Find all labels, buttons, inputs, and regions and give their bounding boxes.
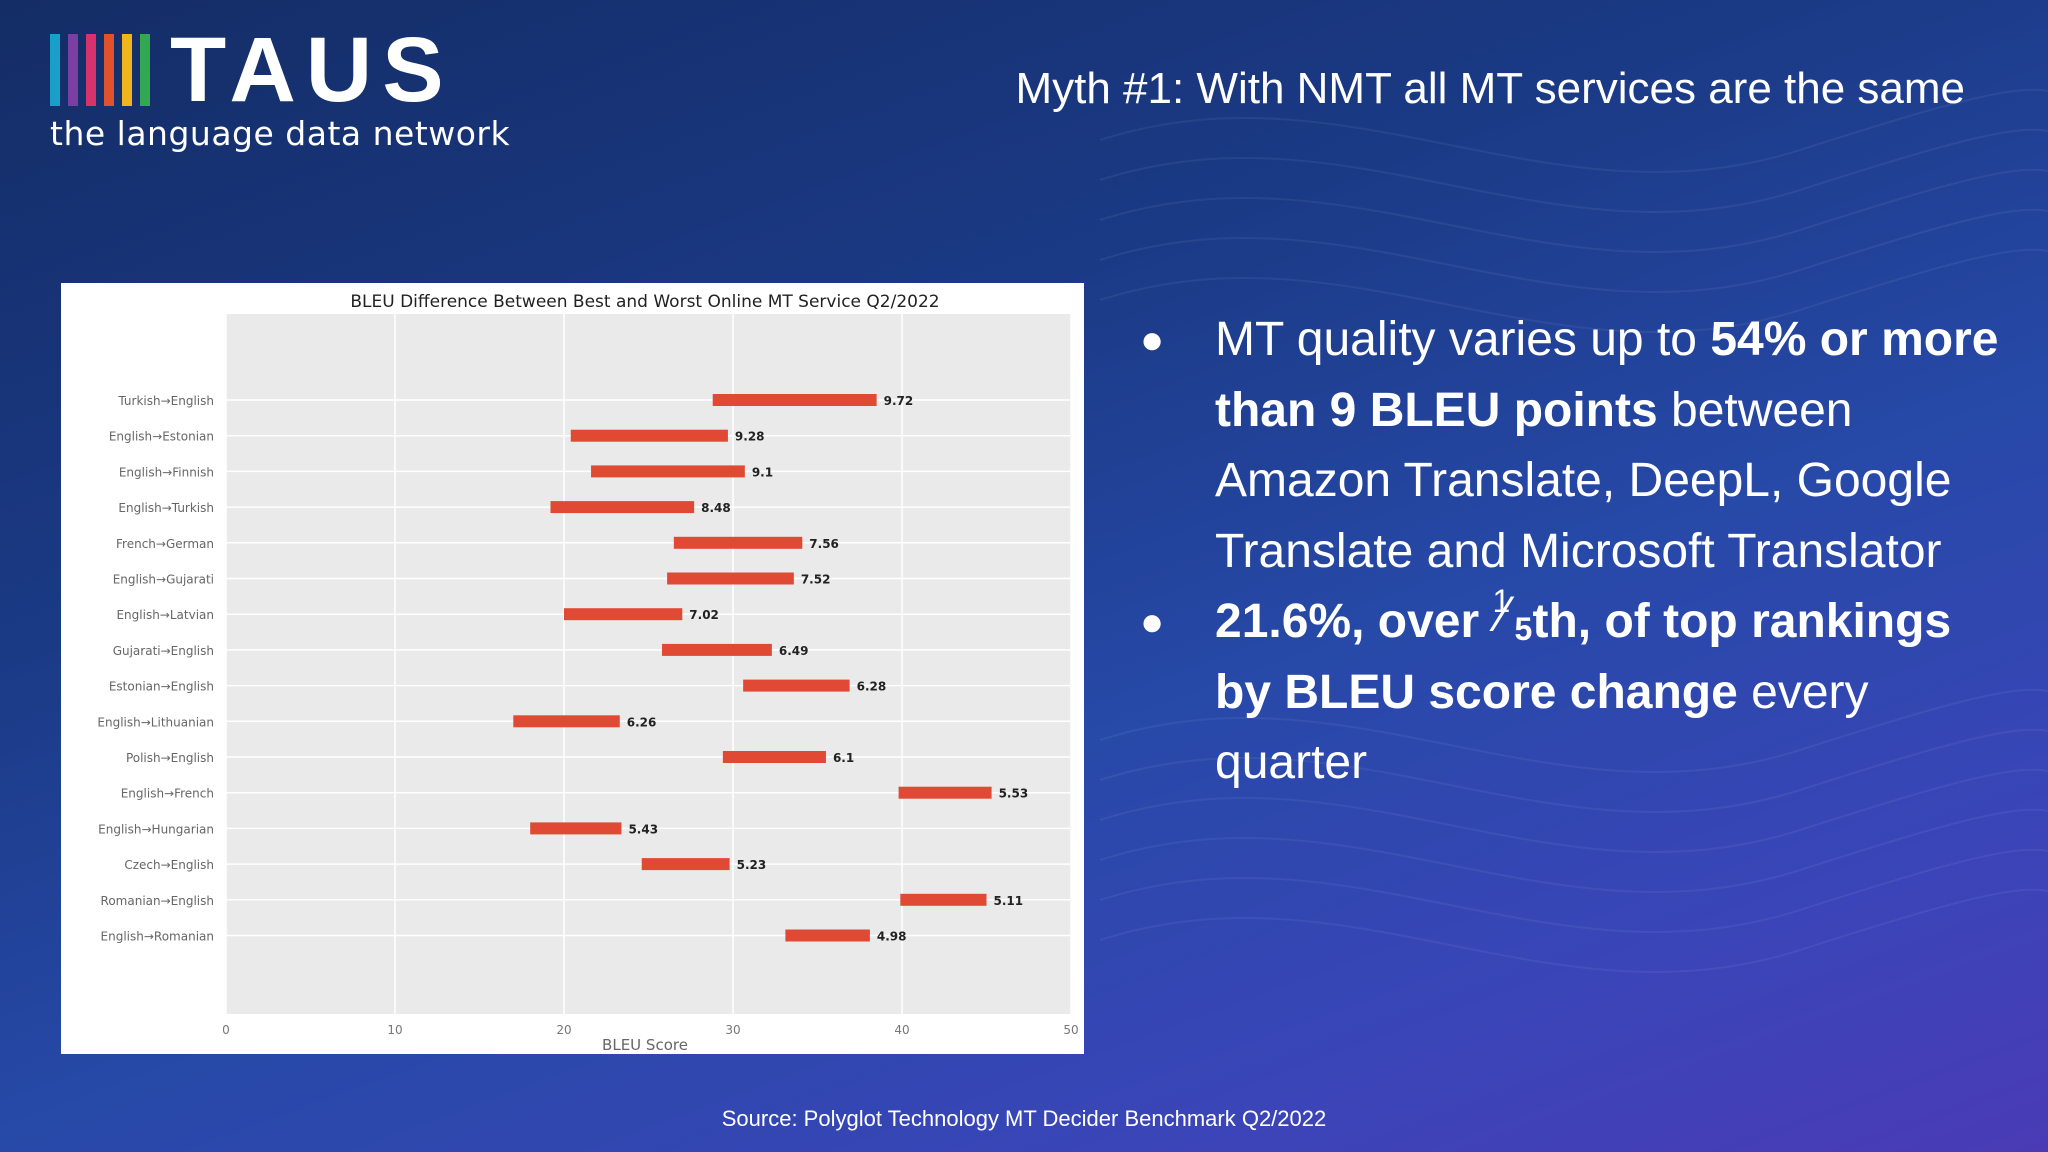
logo-bar — [68, 34, 78, 106]
bar-value-label: 5.23 — [737, 858, 767, 872]
logo-bar — [86, 34, 96, 106]
y-category-label: English→Romanian — [101, 930, 214, 944]
logo-bar — [140, 34, 150, 106]
y-category-label: English→French — [121, 787, 214, 801]
chart-title: BLEU Difference Between Best and Worst O… — [350, 292, 939, 312]
source-caption: Source: Polyglot Technology MT Decider B… — [721, 1106, 1327, 1131]
bullet-text: between Amazon Translate, DeepL, Google … — [1215, 383, 1952, 578]
bullet-list: ● MT quality varies up to 54% or more th… — [1130, 305, 2010, 799]
taus-logo: TAUS the language data network — [50, 24, 510, 154]
y-category-label: Estonian→English — [109, 680, 214, 694]
bullet-item-rankings: ● 21.6%, over 1 ⁄ 5 th, of top rankings by … — [1130, 583, 2010, 799]
plot-area — [226, 314, 1071, 1014]
bar-value-label: 7.02 — [689, 608, 719, 622]
fraction-slash: ⁄ — [1499, 586, 1508, 642]
y-category-label: English→Finnish — [119, 465, 214, 479]
fraction-numerator: 1 — [1492, 583, 1511, 619]
bar-value-label: 9.72 — [884, 394, 914, 408]
y-category-label: Polish→English — [126, 751, 214, 765]
logo-bar — [122, 34, 132, 106]
range-bar — [550, 501, 695, 514]
range-bar — [900, 893, 987, 906]
y-category-label: English→Hungarian — [98, 822, 214, 836]
bullet-text-bold: th, of top rankings by BLEU score change — [1215, 595, 1952, 719]
range-bar — [712, 394, 877, 406]
range-bar — [591, 465, 745, 478]
bullet-dot: ● — [1140, 318, 1165, 362]
range-bar — [722, 751, 826, 763]
y-category-label: Gujarati→English — [113, 644, 214, 658]
bullet-dot: ● — [1140, 600, 1165, 644]
slide-title: Myth #1: With NMT all MT services are th… — [1015, 64, 1965, 113]
y-category-label: English→Latvian — [116, 608, 214, 622]
bar-value-label: 5.53 — [999, 787, 1029, 801]
range-bar — [743, 679, 850, 692]
range-bar — [662, 643, 772, 656]
x-tick-label: 10 — [387, 1023, 402, 1037]
bar-value-label: 8.48 — [701, 501, 731, 515]
range-bar — [641, 858, 730, 871]
x-tick-label: 40 — [894, 1023, 909, 1037]
bullet-item-quality: ● MT quality varies up to 54% or more th… — [1130, 305, 2010, 587]
range-bar — [667, 572, 794, 585]
bullet-text-bold: 54% or more than 9 BLEU points — [1215, 313, 1999, 437]
bar-value-label: 9.28 — [735, 430, 765, 444]
y-category-label: English→Estonian — [109, 430, 214, 444]
y-category-label: English→Lithuanian — [97, 715, 214, 729]
logo-bar — [104, 34, 114, 106]
logo-bar — [50, 34, 60, 106]
bar-value-label: 7.56 — [809, 537, 839, 551]
y-category-label: Czech→English — [124, 858, 214, 872]
y-category-label: English→Gujarati — [113, 573, 214, 587]
chart-panel: 9.72 9.28 9.1 8.48 7.56 7.52 7.02 6.49 6.28 6.26 6… — [61, 283, 1084, 1054]
bullet-text-bold: 21.6%, over — [1215, 595, 1493, 648]
bar-value-label: 7.52 — [801, 573, 831, 587]
x-tick-label: 30 — [725, 1023, 740, 1037]
bar-value-label: 4.98 — [877, 930, 907, 944]
logo-wordmark: TAUS — [170, 19, 454, 121]
x-tick-label: 50 — [1063, 1023, 1078, 1037]
y-category-label: French→German — [116, 537, 214, 551]
bar-value-label: 5.11 — [994, 894, 1024, 908]
bullet-text: every quarter — [1215, 665, 1869, 790]
x-tick-label: 20 — [556, 1023, 571, 1037]
range-bar — [513, 715, 620, 728]
bar-value-label: 6.26 — [627, 715, 657, 729]
logo-tagline: the language data network — [50, 114, 511, 153]
range-bar — [785, 929, 870, 942]
x-tick-label: 0 — [222, 1023, 230, 1037]
range-bar — [530, 822, 622, 835]
bar-value-label: 6.28 — [857, 680, 887, 694]
y-category-label: Turkish→English — [117, 394, 214, 408]
bullet-text: MT quality varies up to — [1215, 313, 1711, 366]
y-category-label: English→Turkish — [118, 501, 214, 515]
fraction-denominator: 5 — [1514, 611, 1533, 647]
x-axis-label: BLEU Score — [602, 1036, 688, 1054]
bar-value-label: 5.43 — [628, 822, 658, 836]
bar-value-label: 6.49 — [779, 644, 809, 658]
range-bar — [673, 536, 803, 549]
fraction-one-fifth: 1 ⁄ 5 — [1493, 583, 1533, 647]
range-bar — [570, 429, 728, 442]
y-category-label: Romanian→English — [101, 894, 214, 908]
bar-value-label: 9.1 — [752, 465, 773, 479]
range-bar — [898, 786, 992, 799]
range-bar — [564, 608, 683, 621]
bar-value-label: 6.1 — [833, 751, 854, 765]
bleu-range-chart: 9.72 9.28 9.1 8.48 7.56 7.52 7.02 6.49 6.28 6.26 6… — [97, 292, 1078, 1054]
